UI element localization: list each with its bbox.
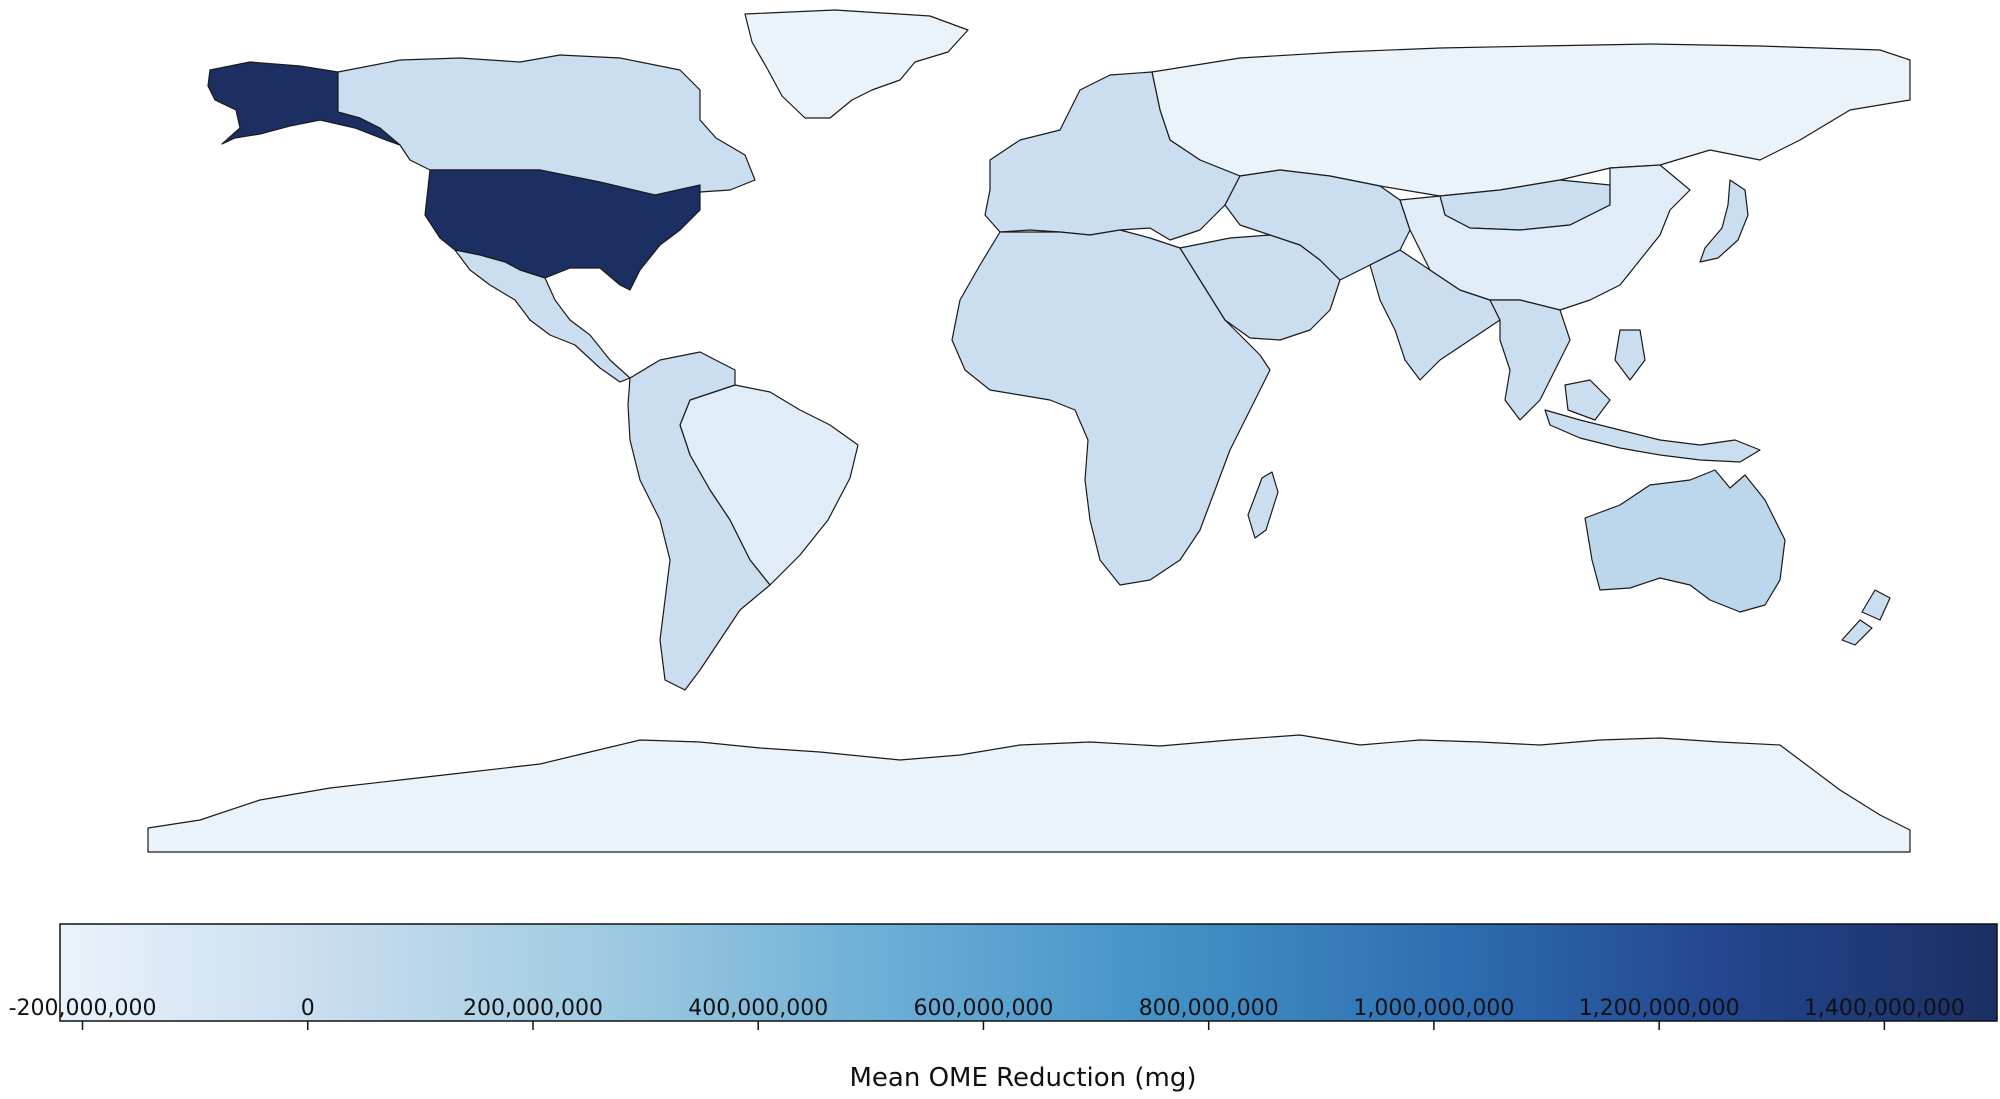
region-new-zealand (1841, 589, 1891, 646)
colorbar-tick-label: 600,000,000 (913, 996, 1054, 1021)
world-choropleth-map (147, 9, 1911, 853)
colorbar-tick-label: 400,000,000 (688, 996, 829, 1021)
region-japan (1699, 179, 1749, 263)
colorbar-graphic (59, 923, 1998, 1030)
region-southeast-asia (1489, 299, 1571, 421)
colorbar-title: Mean OME Reduction (mg) (849, 1063, 1197, 1093)
region-indonesia (1544, 329, 1761, 463)
region-madagascar (1247, 471, 1279, 539)
colorbar-ticks (81, 1021, 1886, 1030)
colorbar-tick-label: 200,000,000 (463, 996, 603, 1021)
colorbar-tick-label: -200,000,000 (8, 996, 157, 1021)
colorbar-tick-label: 1,000,000,000 (1353, 996, 1515, 1021)
region-antarctica (147, 734, 1911, 853)
region-africa (951, 229, 1271, 586)
colorbar-tick-label: 1,400,000,000 (1803, 996, 1965, 1021)
region-greenland (744, 9, 969, 119)
colorbar-tick-label: 800,000,000 (1138, 996, 1279, 1021)
region-canada (337, 54, 756, 199)
region-south-america (627, 351, 771, 691)
colorbar-tick-label: 1,200,000,000 (1578, 996, 1740, 1021)
region-china (1399, 164, 1691, 311)
colorbar-gradient (59, 923, 1998, 1022)
colorbar: -200,000,000 0 200,000,000 400,000,000 600,0… (0, 880, 2000, 1099)
colorbar-tick-label: 0 (300, 996, 315, 1021)
region-australia (1584, 469, 1786, 613)
region-europe (984, 71, 1241, 241)
